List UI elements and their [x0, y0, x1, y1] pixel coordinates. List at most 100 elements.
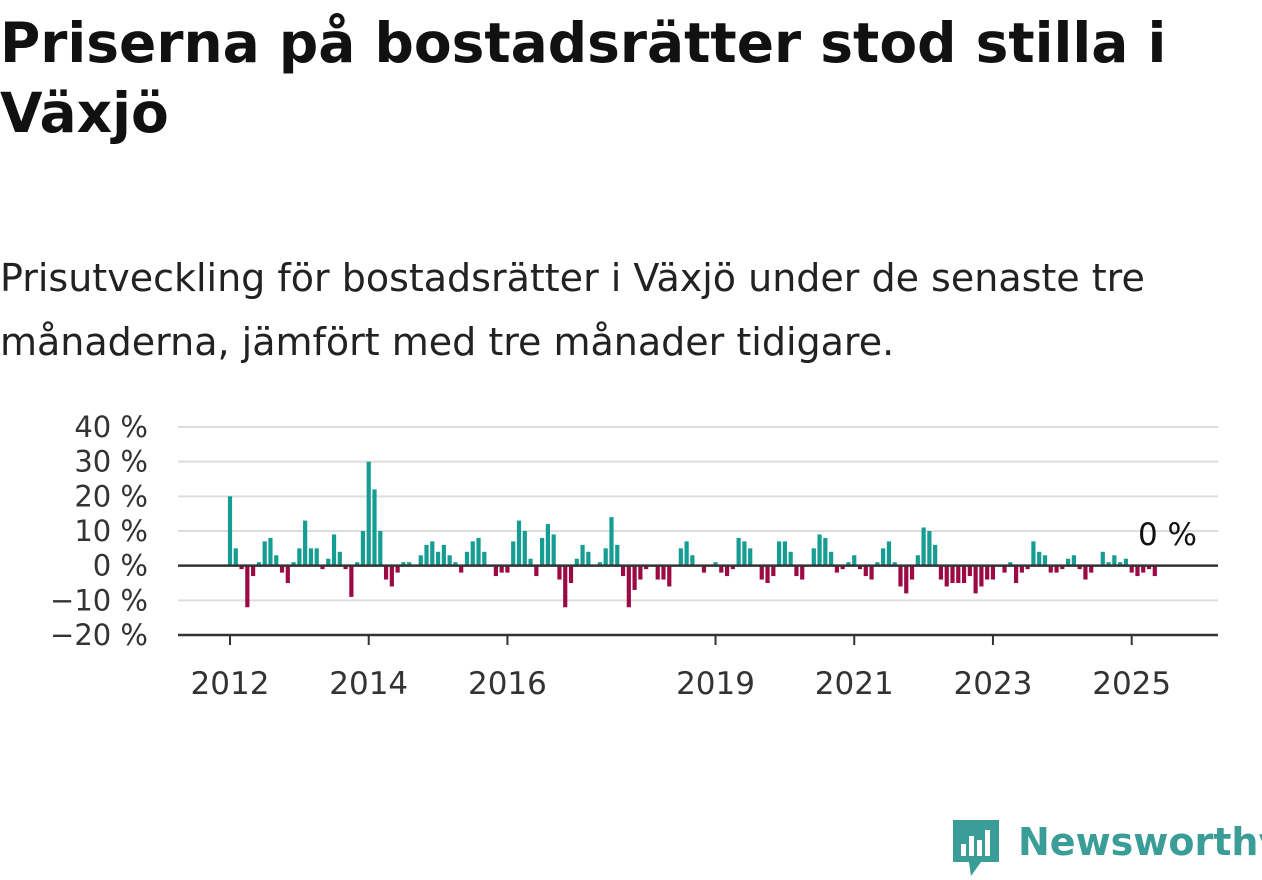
newsworthy-logo: Newsworthy — [951, 818, 1262, 880]
bar — [1031, 541, 1036, 566]
bar — [349, 565, 354, 597]
bar — [557, 565, 562, 580]
bar — [655, 565, 660, 580]
bar — [1083, 565, 1088, 580]
bar — [303, 520, 308, 566]
chart-subtitle: Prisutveckling för bostadsrätter i Växjö… — [0, 256, 1145, 364]
bar — [516, 520, 522, 566]
bar — [251, 565, 256, 577]
bar — [719, 565, 724, 573]
bar — [297, 548, 302, 566]
bar — [615, 544, 620, 566]
bar — [464, 551, 470, 566]
bar — [771, 565, 776, 577]
bar — [1066, 558, 1071, 566]
bar — [279, 565, 285, 573]
bar — [378, 531, 383, 566]
bar — [811, 548, 816, 566]
bar — [285, 565, 290, 583]
bar — [638, 565, 643, 580]
bar — [476, 537, 481, 566]
bar — [331, 534, 337, 566]
bar — [597, 562, 603, 566]
bar — [736, 537, 741, 566]
bar — [291, 562, 296, 566]
y-tick-label: 0 % — [93, 549, 148, 583]
bar — [886, 541, 892, 566]
bar — [701, 565, 707, 573]
bar — [724, 565, 730, 577]
bar — [690, 555, 695, 566]
bar — [846, 562, 851, 566]
bar — [227, 496, 233, 566]
bar — [355, 562, 360, 566]
bar — [430, 541, 435, 566]
bar — [308, 548, 314, 566]
bar — [424, 544, 429, 566]
bar — [869, 565, 874, 580]
y-tick-label: −10 % — [50, 583, 148, 617]
bar — [834, 565, 839, 573]
bar — [944, 565, 949, 587]
bar — [540, 537, 545, 566]
bar — [875, 562, 880, 566]
bar — [528, 558, 533, 566]
bar — [383, 565, 389, 580]
bar — [1141, 565, 1146, 573]
bar — [829, 551, 834, 566]
bar — [782, 541, 787, 566]
bar — [967, 565, 972, 577]
bar — [1106, 562, 1111, 566]
bar — [800, 565, 805, 580]
y-tick-label: 30 % — [74, 445, 148, 479]
bar — [759, 565, 764, 580]
bar — [1077, 565, 1082, 570]
bar — [985, 565, 990, 580]
bar — [337, 551, 342, 566]
bar — [950, 565, 955, 583]
bar — [493, 565, 498, 577]
bar — [314, 548, 319, 566]
bar — [534, 565, 539, 577]
bar — [620, 565, 626, 577]
bar — [915, 555, 920, 566]
chart-title: Priserna på bostadsrätter stod stilla i … — [0, 11, 1167, 145]
bar — [320, 565, 325, 570]
bar — [938, 565, 944, 580]
bar — [909, 565, 915, 580]
bar — [1002, 565, 1007, 573]
bar — [551, 534, 556, 566]
bar — [459, 565, 464, 573]
bar — [511, 541, 516, 566]
bar — [881, 548, 886, 566]
bar — [407, 562, 412, 566]
bar — [1129, 565, 1134, 573]
bar — [522, 531, 527, 566]
bar — [632, 565, 637, 590]
bar — [1089, 565, 1094, 573]
bar — [956, 565, 961, 583]
bar — [644, 565, 649, 570]
x-tick-label: 2023 — [954, 666, 1033, 695]
x-tick-label: 2025 — [1092, 666, 1171, 695]
bar — [684, 541, 689, 566]
bar — [840, 565, 845, 570]
bar — [603, 548, 608, 566]
bar — [366, 461, 371, 566]
bar — [1152, 565, 1157, 577]
bar — [395, 565, 400, 573]
bar — [892, 562, 897, 566]
bar — [863, 565, 868, 577]
bar — [1112, 555, 1117, 566]
bar — [245, 565, 250, 608]
bar — [1071, 555, 1076, 566]
bar — [777, 541, 782, 566]
bar — [990, 565, 996, 580]
bar-series — [227, 461, 1157, 608]
bar — [1054, 565, 1059, 573]
bar — [1019, 565, 1024, 573]
bar — [586, 551, 591, 566]
last-value-annotation: 0 % — [1138, 517, 1197, 553]
bar — [389, 565, 394, 587]
bar — [921, 527, 926, 566]
